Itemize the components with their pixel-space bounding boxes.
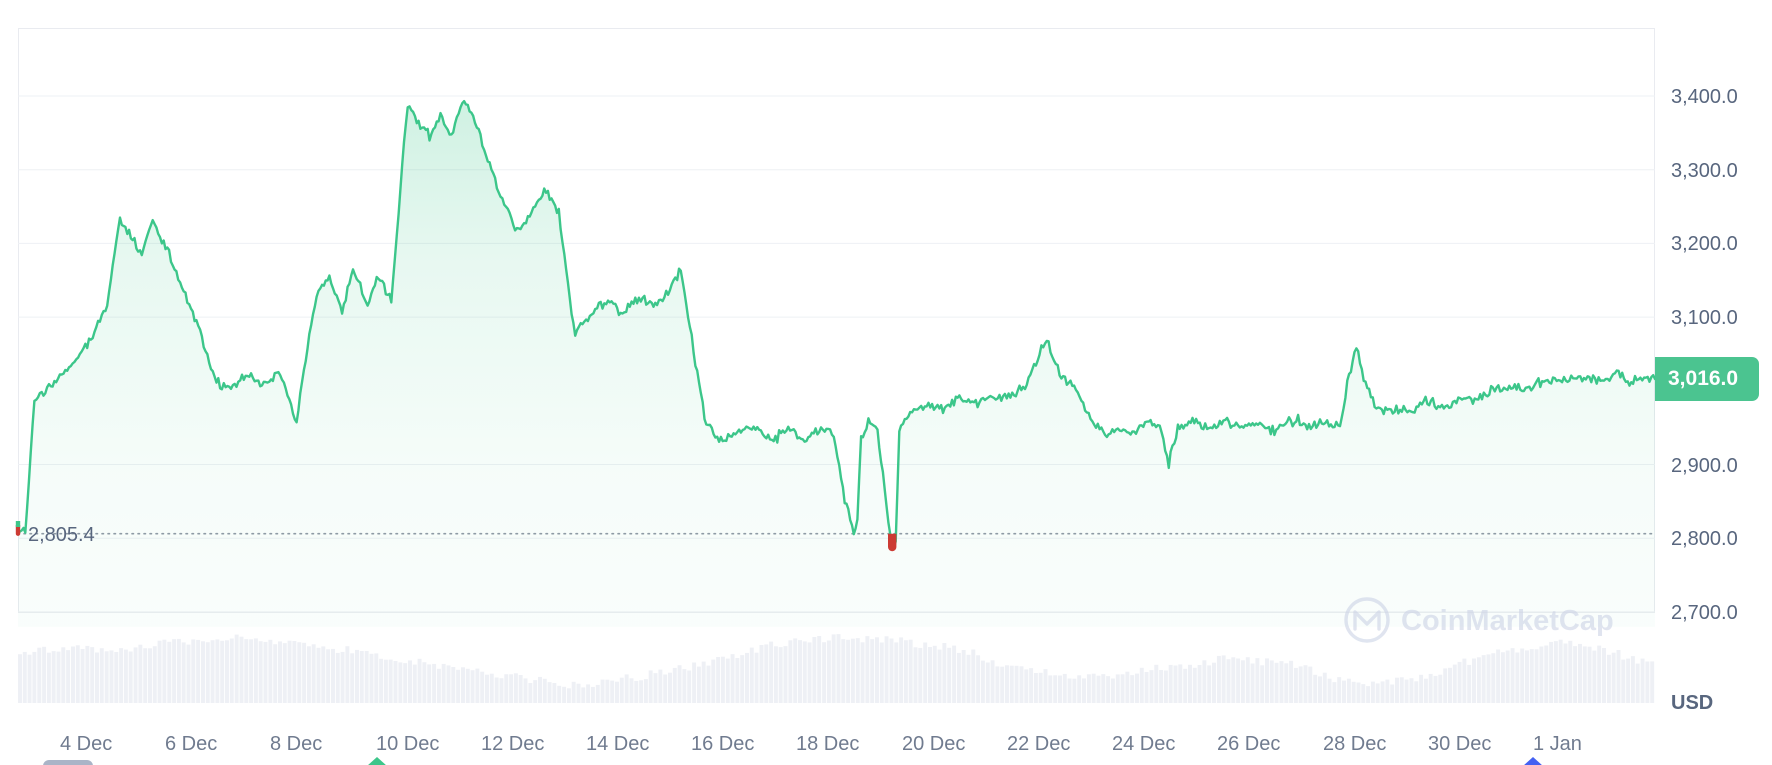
svg-text:CoinMarketCap: CoinMarketCap — [1401, 605, 1614, 637]
